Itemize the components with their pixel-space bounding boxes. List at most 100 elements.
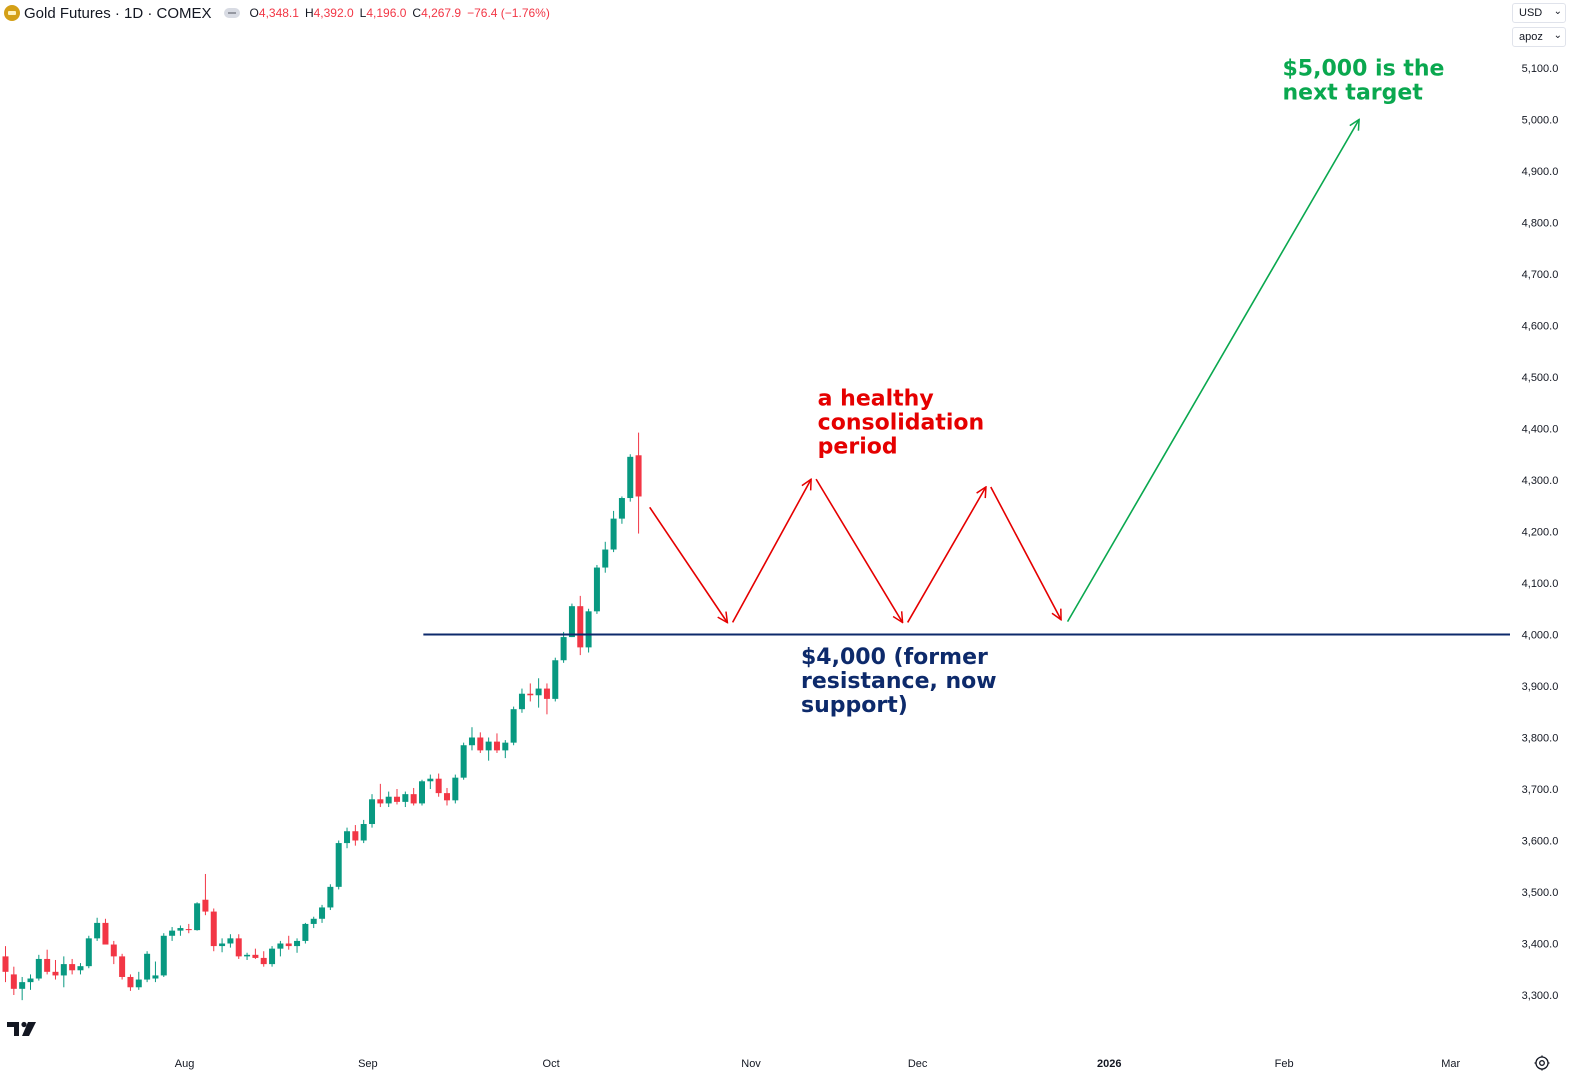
candles-layer <box>2 432 642 1001</box>
candle <box>252 948 259 959</box>
candle <box>618 496 625 524</box>
candle-body <box>219 943 226 947</box>
candle <box>435 773 442 797</box>
price-axis[interactable]: 3,300.0 3,400.0 3,500.0 3,600.0 3,700.0 3,800… <box>1522 63 1559 1002</box>
candle-body <box>110 944 117 957</box>
candle <box>477 732 484 753</box>
annotation-line: period <box>818 434 898 459</box>
candle-body <box>269 948 276 965</box>
candle <box>277 940 284 957</box>
candle-body <box>410 794 417 804</box>
candle-body <box>160 935 167 976</box>
ohlc-open: O4,348.1 <box>249 6 299 20</box>
candle-body <box>419 781 425 804</box>
y-tick-label: 4,000.0 <box>1522 630 1559 642</box>
gear-icon[interactable] <box>1533 1054 1551 1072</box>
y-tick-label: 5,100.0 <box>1522 63 1559 75</box>
y-tick-label: 4,300.0 <box>1522 475 1559 487</box>
y-tick-label: 3,500.0 <box>1522 887 1559 899</box>
candle <box>269 946 276 967</box>
candle-body <box>502 742 509 751</box>
candle <box>402 791 409 808</box>
projection-layer <box>649 120 1360 623</box>
candle <box>294 938 301 953</box>
candle-body <box>252 954 259 958</box>
x-tick-label: Nov <box>741 1058 761 1070</box>
y-tick-label: 3,300.0 <box>1522 990 1559 1002</box>
ohlc-low: L4,196.0 <box>359 6 407 20</box>
candle-body <box>468 737 475 746</box>
tradingview-logo-icon[interactable] <box>6 1018 40 1038</box>
candle <box>177 925 184 936</box>
candle <box>160 933 167 977</box>
candle <box>543 683 550 715</box>
candle-body <box>69 964 76 971</box>
candle <box>27 974 34 990</box>
candle-body <box>277 943 284 949</box>
candle-body <box>335 843 342 887</box>
candle <box>627 454 634 502</box>
y-tick-label: 4,700.0 <box>1522 269 1559 281</box>
candle-body <box>2 956 9 972</box>
candle-body <box>177 928 184 931</box>
candle <box>552 657 559 702</box>
annotation-line: support) <box>801 693 908 718</box>
candle-body <box>119 956 126 977</box>
candle-body <box>294 940 301 947</box>
candle-body <box>102 922 109 945</box>
candle-body <box>577 606 584 648</box>
candle-body <box>452 777 459 801</box>
target-arrow <box>1066 120 1360 623</box>
market-status-icon[interactable] <box>223 8 240 18</box>
annotation-target: $5,000 is the next target <box>1282 57 1444 106</box>
candle-body <box>10 974 17 989</box>
candle <box>560 631 567 663</box>
candle <box>119 953 126 980</box>
candle <box>152 961 159 983</box>
annotations-layer: a healthy consolidation period $4,000 (form… <box>801 57 1444 718</box>
candle-body <box>485 741 492 751</box>
candle <box>593 564 600 614</box>
candle <box>10 966 17 995</box>
candle-body <box>60 964 67 976</box>
annotation-line: next target <box>1282 81 1423 106</box>
candle-body <box>319 907 326 919</box>
candle <box>19 976 26 1001</box>
candle <box>344 827 351 849</box>
scale-mode-dropdown[interactable]: apoz ⌄ <box>1512 27 1566 47</box>
candle <box>385 791 392 808</box>
candle <box>210 908 217 952</box>
currency-dropdown[interactable]: USD ⌄ <box>1512 3 1566 23</box>
candle-body <box>302 923 309 941</box>
y-tick-label: 3,800.0 <box>1522 733 1559 745</box>
x-tick-label: Dec <box>908 1058 928 1070</box>
candle-body <box>327 886 334 908</box>
candle-body <box>443 793 450 801</box>
candle <box>319 904 326 923</box>
y-tick-label: 3,900.0 <box>1522 681 1559 693</box>
candle <box>335 840 342 890</box>
symbol-header[interactable]: Gold Futures · 1D · COMEX O4,348.1 H4,39… <box>4 3 550 23</box>
candle <box>69 958 76 975</box>
candle <box>452 774 459 804</box>
candle <box>244 952 251 960</box>
candle-body <box>552 660 559 699</box>
candle <box>227 934 234 948</box>
y-tick-label: 3,600.0 <box>1522 836 1559 848</box>
candle <box>577 595 584 656</box>
candle <box>52 959 59 980</box>
candle <box>127 974 134 991</box>
candle <box>502 740 509 759</box>
annotation-support: $4,000 (former resistance, now support) <box>801 645 997 718</box>
x-tick-label: Aug <box>175 1058 195 1070</box>
annotation-line: consolidation <box>818 410 985 435</box>
y-tick-label: 4,500.0 <box>1522 372 1559 384</box>
time-axis[interactable]: Aug Sep Oct Nov Dec 2026 Feb Mar <box>175 1058 1461 1070</box>
candle <box>77 963 84 975</box>
candle <box>194 902 201 931</box>
symbol-title[interactable]: Gold Futures · 1D · COMEX <box>24 4 212 22</box>
candle <box>360 819 367 844</box>
candle-body <box>460 745 467 778</box>
candle-body <box>127 976 134 988</box>
